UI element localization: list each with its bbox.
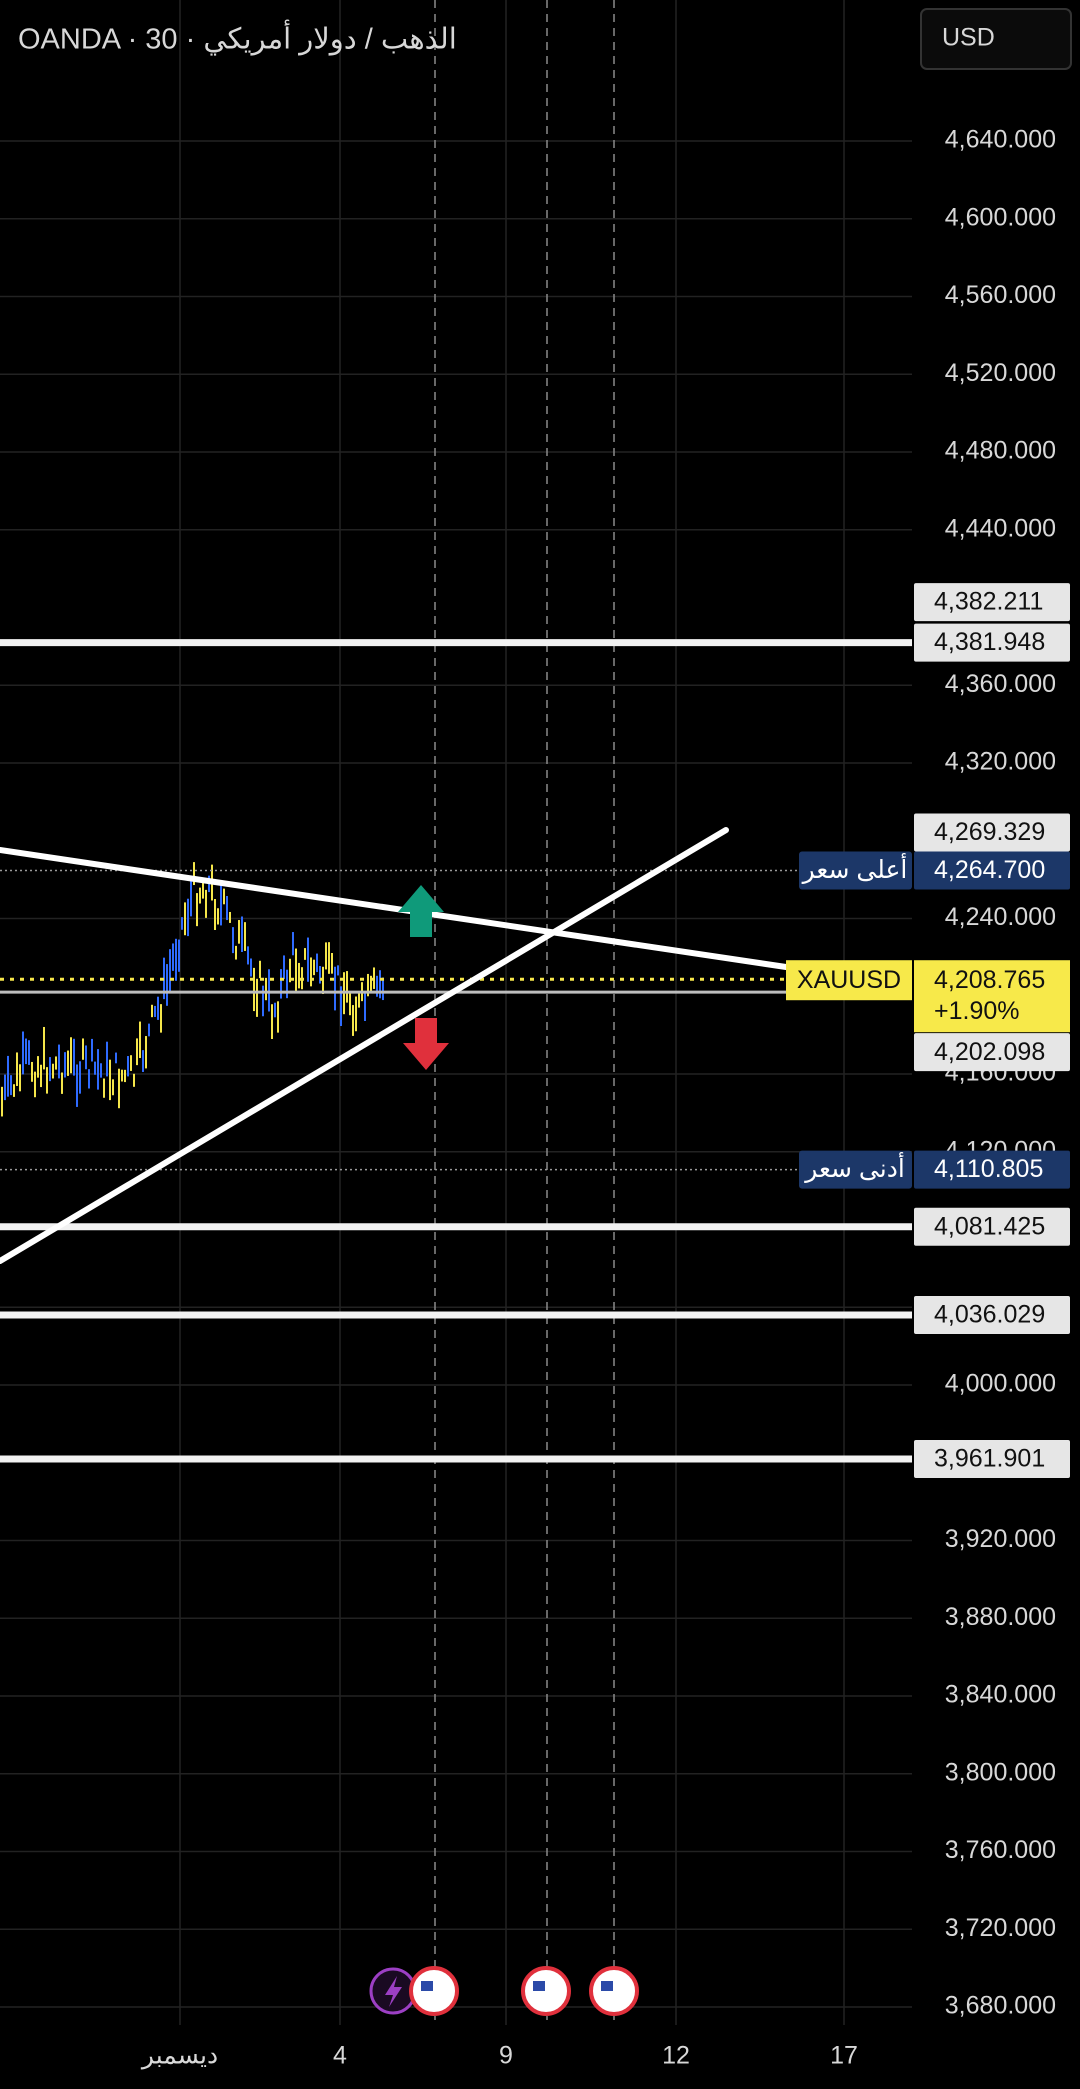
- flag-canton: [601, 1981, 613, 1991]
- price-tag-label: 4,202.098: [934, 1038, 1045, 1066]
- time-axis: ديسمبر 4 9 12 17: [140, 2042, 858, 2070]
- time-label: 17: [830, 2042, 858, 2070]
- time-label: 12: [662, 2042, 690, 2070]
- flag-canton: [421, 1981, 433, 1991]
- note-tag: [799, 851, 912, 890]
- price-tick-label: 4,000.000: [945, 1370, 1056, 1398]
- price-tag: [914, 851, 1070, 890]
- price-tags: 4,382.211 4,381.948 4,269.329 أعلى سعر 4,264…: [786, 583, 1070, 1479]
- price-tag: [914, 1150, 1070, 1189]
- price-tag: [914, 1440, 1070, 1479]
- price-tick-label: 4,600.000: [945, 203, 1056, 231]
- price-tick-label: 4,560.000: [945, 281, 1056, 309]
- flag-icon[interactable]: [589, 1966, 639, 2016]
- price-tag-label: 4,381.948: [934, 628, 1045, 656]
- price-tick-label: 4,480.000: [945, 437, 1056, 465]
- note-tag: [799, 1150, 912, 1189]
- price-tag: [914, 1295, 1070, 1334]
- price-tag-label: 4,264.700: [934, 856, 1045, 884]
- grid: 4,640.000 4,600.000 4,560.000 4,520.000 4,48…: [0, 0, 1056, 2025]
- chart-title: OANDA · 30 · الذهب / دولار أمريكي: [18, 19, 457, 57]
- currency-label: USD: [942, 24, 995, 52]
- price-tag-label: 4,036.029: [934, 1301, 1045, 1329]
- price-tag-label: 4,110.805: [934, 1155, 1043, 1183]
- price-tick-label: 3,880.000: [945, 1603, 1056, 1631]
- change-label: +1.90%: [934, 997, 1020, 1025]
- symbol-tag: [786, 960, 912, 1001]
- flag-icon[interactable]: [409, 1966, 459, 2016]
- time-label: ديسمبر: [140, 2042, 218, 2070]
- price-tag-label: 4,208.765: [934, 966, 1045, 994]
- currency-button[interactable]: [920, 8, 1072, 70]
- price-tag-label: 3,961.901: [934, 1445, 1045, 1473]
- price-tick-label: 4,240.000: [945, 903, 1056, 931]
- event-icons: [369, 1966, 639, 2016]
- price-tag-label: 4,269.329: [934, 818, 1045, 846]
- trend-line: [0, 827, 729, 1264]
- price-tag: [914, 583, 1070, 622]
- price-tick-label: 4,440.000: [945, 514, 1056, 542]
- trend-lines: [0, 827, 789, 1264]
- trend-line: [0, 847, 789, 970]
- price-tick-label: 3,680.000: [945, 1992, 1056, 2020]
- dashed-lines: [434, 0, 615, 2020]
- price-tag-label: 4,382.211: [934, 588, 1043, 616]
- flag-ring: [521, 1966, 571, 2016]
- price-tick-label: 3,760.000: [945, 1836, 1056, 1864]
- flag-canton: [533, 1981, 545, 1991]
- price-tick-label: 3,920.000: [945, 1525, 1056, 1553]
- price-tick-label: 4,320.000: [945, 748, 1056, 776]
- flag-ring: [409, 1966, 459, 2016]
- up-arrow: [398, 885, 444, 937]
- flag-ring: [589, 1966, 639, 2016]
- price-tag-label: 4,081.425: [934, 1212, 1045, 1240]
- price-tick-label: 4,640.000: [945, 126, 1056, 154]
- price-bars: [1, 862, 384, 1117]
- price-tick-label: 3,800.000: [945, 1758, 1056, 1786]
- price-tag: [914, 1033, 1070, 1072]
- price-tick-label: 3,720.000: [945, 1914, 1056, 1942]
- price-tick-label: 4,360.000: [945, 670, 1056, 698]
- note-label: أعلى سعر: [801, 852, 908, 884]
- price-tag: [914, 960, 1070, 1033]
- price-tag: [914, 813, 1070, 852]
- down-arrow: [403, 1018, 449, 1070]
- flag-icon[interactable]: [521, 1966, 571, 2016]
- lightning: [385, 1976, 402, 2007]
- note-label: أدنى سعر: [803, 1151, 905, 1183]
- price-tag: [914, 623, 1070, 662]
- time-label: 9: [499, 2042, 513, 2070]
- price-tag: [914, 1207, 1070, 1246]
- time-label: 4: [333, 2042, 347, 2070]
- price-tick-label: 3,840.000: [945, 1681, 1056, 1709]
- symbol-label: XAUUSD: [797, 966, 901, 994]
- price-tick-label: 4,520.000: [945, 359, 1056, 387]
- levels: [0, 639, 912, 1463]
